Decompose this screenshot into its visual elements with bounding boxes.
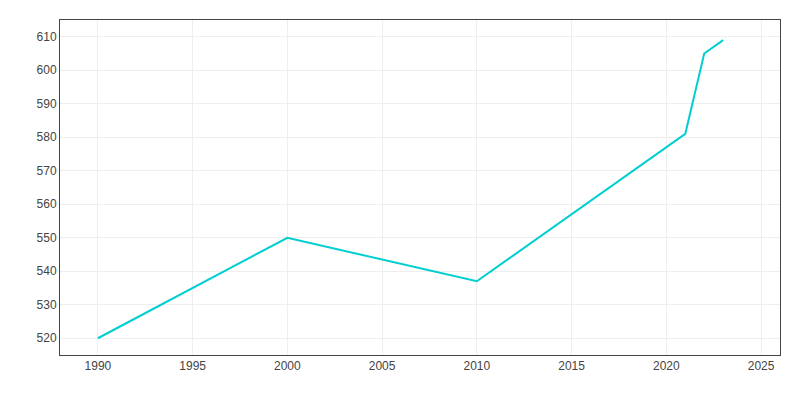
- svg-text:2025: 2025: [748, 359, 775, 373]
- svg-text:520: 520: [37, 331, 57, 345]
- svg-text:2010: 2010: [463, 359, 490, 373]
- svg-text:570: 570: [37, 164, 57, 178]
- svg-text:600: 600: [37, 63, 57, 77]
- svg-text:560: 560: [37, 197, 57, 211]
- svg-text:590: 590: [37, 97, 57, 111]
- svg-text:540: 540: [37, 264, 57, 278]
- svg-text:2000: 2000: [274, 359, 301, 373]
- svg-text:610: 610: [37, 30, 57, 44]
- svg-text:2005: 2005: [369, 359, 396, 373]
- svg-text:2015: 2015: [558, 359, 585, 373]
- svg-text:550: 550: [37, 231, 57, 245]
- svg-text:580: 580: [37, 130, 57, 144]
- svg-text:2020: 2020: [653, 359, 680, 373]
- svg-text:1995: 1995: [179, 359, 206, 373]
- svg-text:530: 530: [37, 298, 57, 312]
- svg-text:1990: 1990: [85, 359, 112, 373]
